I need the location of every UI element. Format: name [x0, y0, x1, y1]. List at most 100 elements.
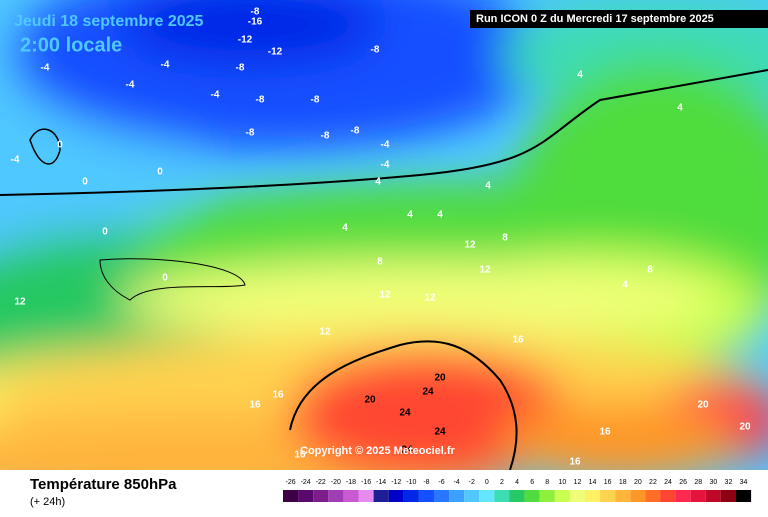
contour-label: 4 — [437, 210, 443, 221]
scale-swatch — [705, 490, 721, 502]
contour-label: -4 — [41, 63, 50, 74]
scale-label: 34 — [740, 479, 748, 486]
scale-swatch — [373, 490, 389, 502]
contour-label: -12 — [268, 47, 283, 58]
scale-label: -26 — [285, 479, 295, 486]
contour-label: 16 — [599, 427, 611, 438]
scale-label: -16 — [361, 479, 371, 486]
contour-label: -12 — [238, 35, 253, 46]
scale-swatch — [434, 490, 450, 502]
scale-swatch — [675, 490, 691, 502]
contour-label: -8 — [256, 95, 265, 106]
contour-label: 20 — [364, 395, 376, 406]
contour-label: -8 — [371, 45, 380, 56]
zero-isotherm — [0, 69, 768, 196]
scale-swatch — [585, 490, 601, 502]
contour-label: -8 — [246, 128, 255, 139]
scale-label: -24 — [301, 479, 311, 486]
temperature-zone — [120, 260, 720, 340]
scale-label: 30 — [709, 479, 717, 486]
scale-swatch — [660, 490, 676, 502]
contour-label: 12 — [14, 297, 26, 308]
scale-label: 16 — [604, 479, 612, 486]
scale-swatch — [539, 490, 555, 502]
contour-label: 16 — [272, 390, 284, 401]
twenty-isotherm — [289, 340, 518, 470]
contour-label: 24 — [399, 408, 411, 419]
scale-swatch — [720, 490, 736, 502]
scale-swatch — [479, 490, 495, 502]
scale-label: 28 — [694, 479, 702, 486]
footer-subtitle: (+ 24h) — [30, 496, 65, 508]
scale-label: 24 — [664, 479, 672, 486]
contour-label: 16 — [569, 457, 581, 468]
forecast-date: Jeudi 18 septembre 2025 — [14, 13, 204, 30]
color-scale: -26 -24 -22 -20 -18 -16 -14 -12 -10 -8 -6 -4 -2 0 2 4 6 8… — [283, 479, 752, 502]
scale-label: -18 — [346, 479, 356, 486]
scale-label: 32 — [725, 479, 733, 486]
run-info: Run ICON 0 Z du Mercredi 17 septembre 20… — [476, 13, 714, 25]
scale-label: 0 — [485, 479, 489, 486]
contour-label: 24 — [434, 427, 446, 438]
contour-label: 4 — [407, 210, 413, 221]
scale-label: 12 — [574, 479, 582, 486]
scale-label: 14 — [589, 479, 597, 486]
scale-swatch — [449, 490, 465, 502]
contour-label: 0 — [102, 227, 108, 238]
contour-label: 12 — [319, 327, 331, 338]
contour-label: 24 — [422, 387, 434, 398]
contour-label: 8 — [502, 233, 508, 244]
scale-label: -20 — [331, 479, 341, 486]
scale-swatch — [569, 490, 585, 502]
contour-label: 4 — [485, 181, 491, 192]
contour-label: 20 — [434, 373, 446, 384]
scale-swatch — [690, 490, 706, 502]
scale-label: 18 — [619, 479, 627, 486]
contour-labels: -8 -12 -16 -12 -8 -8 -8 -8 -8 -8 -8 -4 -4 -4 -4 -4 -4 0 0 0… — [11, 7, 751, 468]
scale-swatch — [615, 490, 631, 502]
forecast-time: 2:00 locale — [20, 34, 122, 56]
contour-label: -4 — [381, 140, 390, 151]
contour-label: 0 — [157, 167, 163, 178]
contour-label: 16 — [512, 335, 524, 346]
footer-title: Température 850hPa — [30, 476, 177, 493]
temperature-zone — [120, 0, 380, 65]
run-banner — [470, 10, 768, 28]
contour-label: 0 — [162, 273, 168, 284]
contour-label: -4 — [381, 160, 390, 171]
scale-label: 26 — [679, 479, 687, 486]
contour-label: -8 — [311, 95, 320, 106]
contour-label: -4 — [126, 80, 135, 91]
scale-label: 22 — [649, 479, 657, 486]
coastline — [99, 258, 246, 301]
scale-label: -4 — [454, 479, 460, 486]
scale-swatch — [554, 490, 570, 502]
scale-label: 6 — [530, 479, 534, 486]
scale-swatch — [494, 490, 510, 502]
scale-swatch — [630, 490, 646, 502]
contour-label: 4 — [677, 103, 683, 114]
scale-label: -6 — [438, 479, 444, 486]
contour-label: -16 — [248, 17, 263, 28]
contour-label: 4 — [342, 223, 348, 234]
scale-swatch — [464, 490, 480, 502]
copyright: Copyright © 2025 Meteociel.fr — [300, 445, 456, 457]
contour-label: 8 — [377, 257, 383, 268]
contour-label: -8 — [321, 131, 330, 142]
scale-label: 2 — [500, 479, 504, 486]
contour-label: 12 — [464, 240, 476, 251]
scale-swatch — [298, 490, 314, 502]
contour-label: 0 — [82, 177, 88, 188]
contour-label: 4 — [577, 70, 583, 81]
contour-label: -8 — [351, 126, 360, 137]
scale-label: -14 — [376, 479, 386, 486]
scale-swatch — [524, 490, 540, 502]
scale-label: -10 — [406, 479, 416, 486]
contour-label: -4 — [11, 155, 20, 166]
contour-label: 0 — [57, 140, 63, 151]
scale-label: 4 — [515, 479, 519, 486]
contour-label: 4 — [375, 177, 381, 188]
